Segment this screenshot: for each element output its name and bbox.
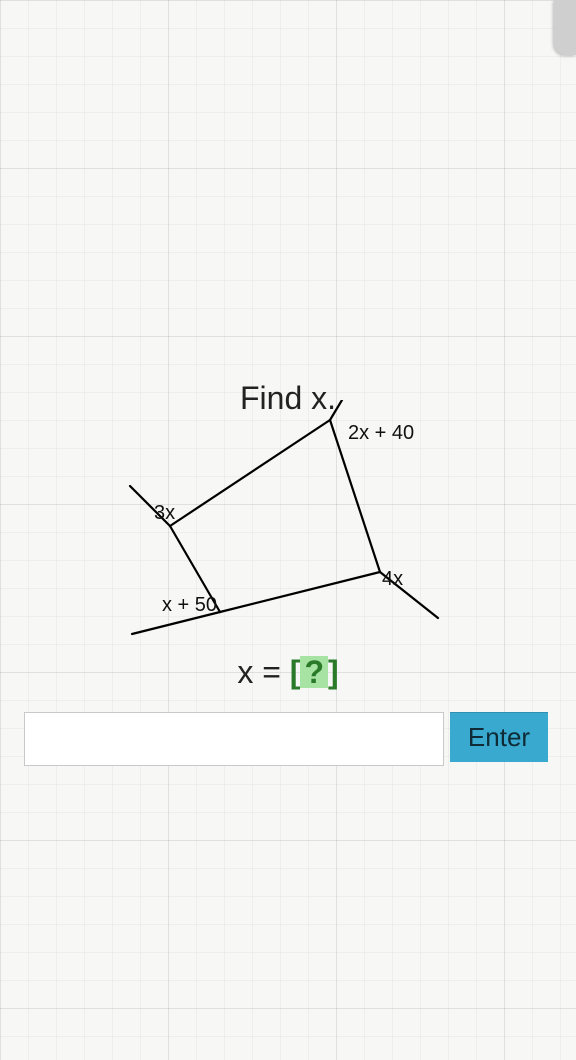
answer-bracket-open: [ — [290, 654, 301, 690]
angle-label: 2x + 40 — [348, 422, 414, 445]
answer-input[interactable] — [24, 712, 444, 766]
enter-button-label: Enter — [468, 722, 530, 753]
answer-bracket-close: ] — [328, 654, 339, 690]
diagram-line — [220, 572, 380, 612]
diagram-line — [170, 420, 330, 526]
angle-label: 4x — [382, 568, 403, 591]
geometry-diagram: 2x + 40 3x 4x x + 50 — [120, 400, 460, 660]
angle-label: 3x — [154, 502, 175, 525]
answer-unknown: ? — [304, 654, 324, 690]
answer-prefix: x = — [237, 654, 289, 690]
answer-prompt: x = [?] — [0, 654, 576, 691]
enter-button[interactable]: Enter — [450, 712, 548, 762]
diagram-line — [330, 400, 342, 420]
angle-label: x + 50 — [162, 594, 217, 617]
answer-input-row: Enter — [24, 712, 548, 766]
answer-unknown-box: ? — [300, 656, 328, 688]
content-area: Find x. 2x + 403x4xx + 50 x = [?] Enter — [0, 0, 576, 1060]
